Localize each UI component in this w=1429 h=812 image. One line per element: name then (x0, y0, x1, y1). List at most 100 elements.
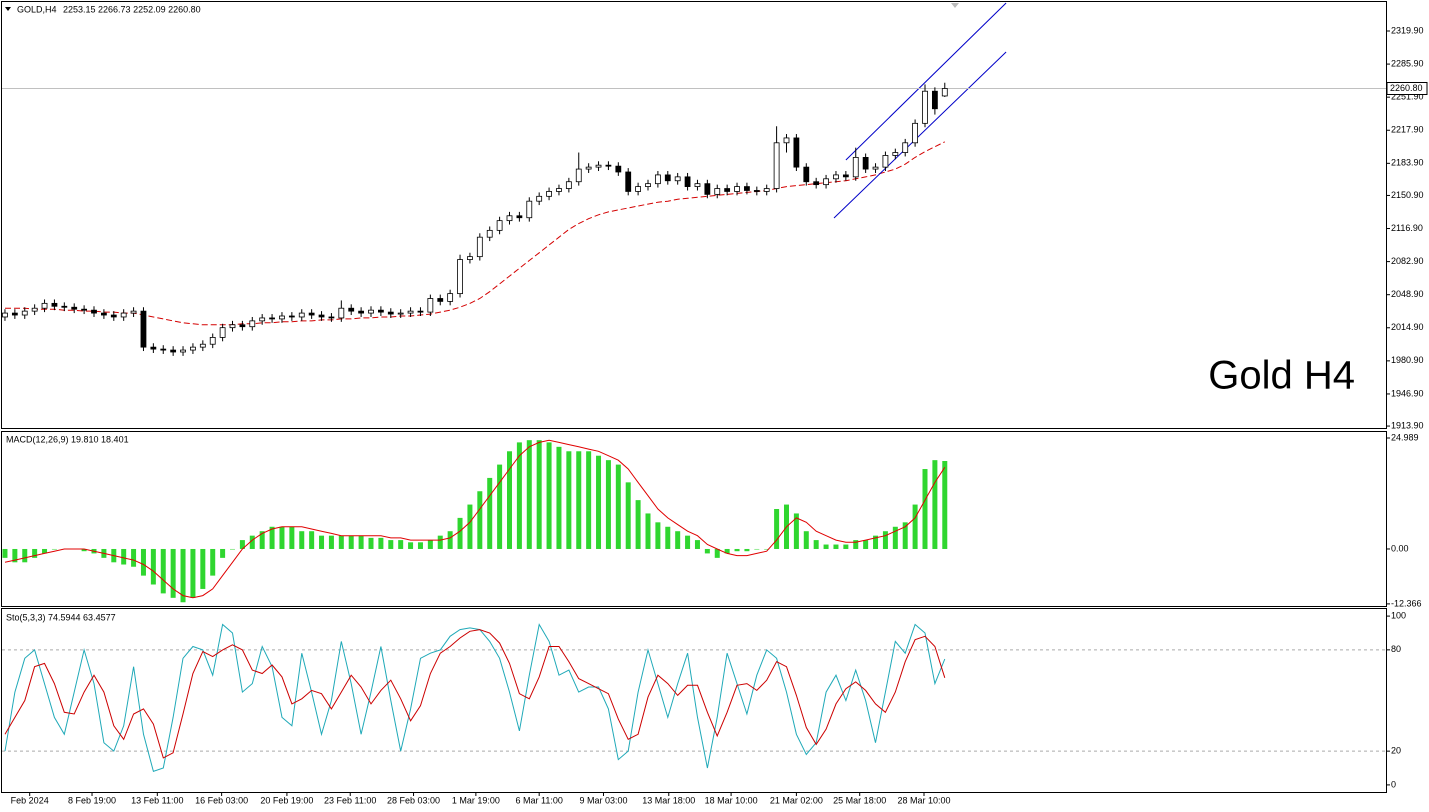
candle-body (892, 152, 899, 156)
candle-body (397, 312, 404, 315)
candle-body (625, 171, 632, 192)
macd-bar (556, 446, 562, 549)
macd-bar (694, 540, 700, 549)
candle-body (140, 310, 147, 348)
candle-body (160, 348, 167, 351)
stochastic-panel (1, 608, 1387, 793)
candle-body (931, 90, 938, 110)
candle-body (130, 310, 137, 314)
macd-bar (873, 535, 879, 549)
macd-bar (833, 544, 839, 549)
candle-body (565, 181, 572, 189)
candle-body (31, 307, 38, 312)
candle-body (842, 174, 849, 178)
macd-bar (437, 535, 443, 549)
candle-body (575, 168, 582, 183)
channel-line (845, 2, 1007, 161)
candle-body (763, 188, 770, 192)
candle-body (21, 310, 28, 316)
last-price-box (1386, 82, 1428, 96)
macd-bar (338, 535, 344, 549)
macd-bar (536, 440, 542, 549)
macd-bar (289, 526, 295, 549)
macd-bar (655, 522, 661, 549)
moving-average (5, 141, 946, 326)
x-tick-label: 9 Mar 03:00 (579, 795, 627, 805)
macd-bar (249, 535, 255, 549)
chart-title: GOLD,H4 (17, 4, 57, 14)
macd-bar (388, 540, 394, 549)
menu-arrow (5, 7, 11, 11)
macd-bar (378, 537, 384, 549)
candle-body (170, 349, 177, 353)
macd-bar (665, 526, 671, 549)
candle-body (467, 256, 473, 260)
macd-bar (635, 500, 641, 549)
candle-body (664, 174, 671, 182)
x-tick-label: 25 Mar 18:00 (833, 795, 886, 805)
macd-bar (803, 531, 809, 549)
macd-bar (150, 548, 156, 585)
macd-bar (279, 526, 285, 549)
candle-body (734, 186, 740, 192)
macd-bar (131, 548, 137, 567)
x-tick-label: 16 Feb 03:00 (195, 795, 248, 805)
y-tick-label: 2319.90 (1391, 25, 1424, 35)
candle-body (259, 317, 266, 322)
candle-body (783, 137, 790, 144)
y-tick-label: 2183.90 (1391, 158, 1424, 168)
macd-bar (843, 544, 849, 549)
macd-bar (467, 504, 473, 549)
macd-title: MACD(12,26,9) 19.810 18.401 (6, 434, 129, 444)
macd-bar (615, 464, 621, 549)
candle-body (150, 346, 157, 350)
macd-bar (81, 548, 87, 552)
candle-body (51, 302, 58, 307)
macd-bar (813, 540, 819, 549)
candle-body (71, 306, 78, 310)
candle-body (872, 166, 879, 170)
macd-bar (586, 451, 592, 549)
y-tick-label: 80 (1391, 644, 1401, 654)
last-price-label: 2260.80 (1390, 83, 1423, 93)
candle-body (437, 298, 444, 302)
macd-bar (200, 548, 206, 589)
price-panel (1, 1, 1387, 429)
candle-body (753, 190, 760, 192)
candle-body (199, 343, 206, 348)
stoch-d (4, 629, 946, 759)
macd-bar (754, 548, 760, 550)
macd-bar (309, 531, 315, 549)
macd-signal (4, 439, 946, 599)
macd-bar (220, 548, 226, 558)
candle-body (279, 315, 285, 320)
macd-bar (645, 513, 651, 549)
macd-bar (299, 531, 305, 549)
macd-bar (734, 548, 740, 552)
macd-bar (724, 548, 730, 554)
macd-bar (863, 540, 869, 549)
macd-bar (259, 531, 265, 549)
channel-line (833, 51, 1007, 219)
macd-bar (912, 504, 918, 549)
candle-body (615, 165, 622, 173)
x-tick-label: 28 Mar 10:00 (897, 795, 950, 805)
candle-body (318, 314, 325, 318)
macd-bar (170, 548, 176, 598)
candle-body (684, 176, 691, 187)
candle-body (2, 312, 8, 318)
macd-bar (576, 451, 582, 549)
y-tick-label: 24.989 (1391, 432, 1419, 442)
candle-body (190, 346, 196, 351)
candle-body (219, 327, 226, 338)
macd-bar (714, 548, 720, 558)
macd-bar (823, 544, 829, 549)
candle-body (526, 200, 533, 219)
macd-bar (546, 442, 552, 549)
macd-bar (882, 531, 888, 549)
stochastic-title: Sto(5,3,3) 74.5944 63.4577 (6, 612, 116, 622)
chart-subtitle: 2253.15 2266.73 2252.09 2260.80 (63, 4, 201, 14)
y-tick-label: 0 (1391, 779, 1396, 789)
y-tick-label: 100 (1391, 610, 1406, 620)
